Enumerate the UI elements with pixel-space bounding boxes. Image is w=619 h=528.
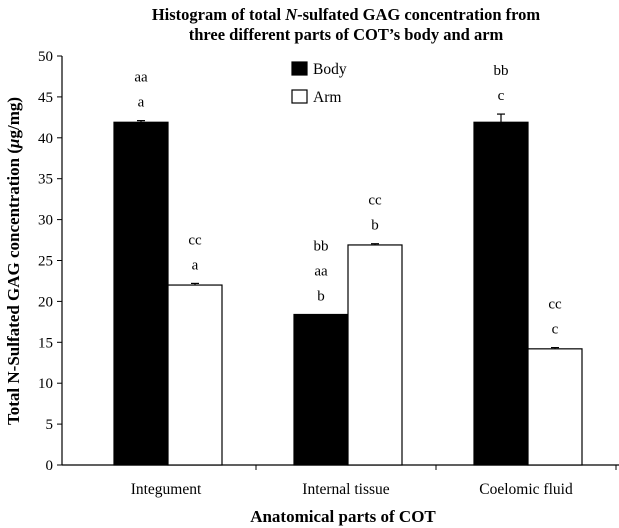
- y-axis-label: Total N-Sulfated GAG concentration (μg/m…: [4, 97, 23, 425]
- significance-label: c: [552, 322, 559, 338]
- legend-swatch-body: [291, 61, 308, 76]
- plot-area: 0 5 10 15 20 25 30 35 40 45 50 Integument Internal t…: [38, 49, 619, 498]
- significance-label: cc: [368, 193, 382, 209]
- chart-title-line1: Histogram of total N-sulfated GAG concen…: [152, 5, 541, 24]
- bar-body: [113, 121, 169, 466]
- y-tick-label: 45: [38, 90, 53, 106]
- significance-label: bb: [314, 238, 329, 254]
- significance-label: b: [317, 288, 325, 304]
- significance-label: c: [498, 88, 505, 104]
- y-tick-label: 10: [38, 376, 53, 392]
- x-tick-label: Internal tissue: [302, 481, 389, 498]
- significance-label: cc: [188, 232, 202, 248]
- y-tick-label: 30: [38, 213, 53, 229]
- significance-label: a: [192, 257, 199, 273]
- y-tick-label: 40: [38, 131, 53, 147]
- significance-label: b: [371, 218, 379, 234]
- y-tick-label: 20: [38, 294, 53, 310]
- significance-label: aa: [314, 263, 328, 279]
- y-tick-label: 15: [38, 335, 53, 351]
- significance-label: a: [138, 95, 145, 111]
- legend-swatch-arm: [291, 89, 308, 104]
- x-axis-label: Anatomical parts of COT: [250, 507, 436, 526]
- bar-arm: [347, 244, 403, 466]
- legend-label-arm: Arm: [313, 89, 341, 106]
- x-tick-label: Coelomic fluid: [479, 481, 573, 498]
- y-tick-label: 5: [46, 417, 54, 433]
- y-tick-label: 50: [38, 49, 53, 65]
- significance-label: aa: [134, 70, 148, 86]
- bar-arm: [167, 284, 223, 466]
- y-tick-label: 25: [38, 254, 53, 270]
- chart-title-line2: three different parts of COT’s body and …: [189, 25, 504, 44]
- y-tick-label: 35: [38, 172, 53, 188]
- x-tick-label: Integument: [131, 481, 202, 498]
- bar-body: [473, 121, 529, 466]
- bar-arm: [527, 348, 583, 466]
- significance-label: cc: [548, 297, 562, 313]
- significance-label: bb: [494, 63, 509, 79]
- y-tick-label: 0: [46, 458, 54, 474]
- legend-label-body: Body: [313, 61, 347, 78]
- bar-body: [293, 313, 349, 466]
